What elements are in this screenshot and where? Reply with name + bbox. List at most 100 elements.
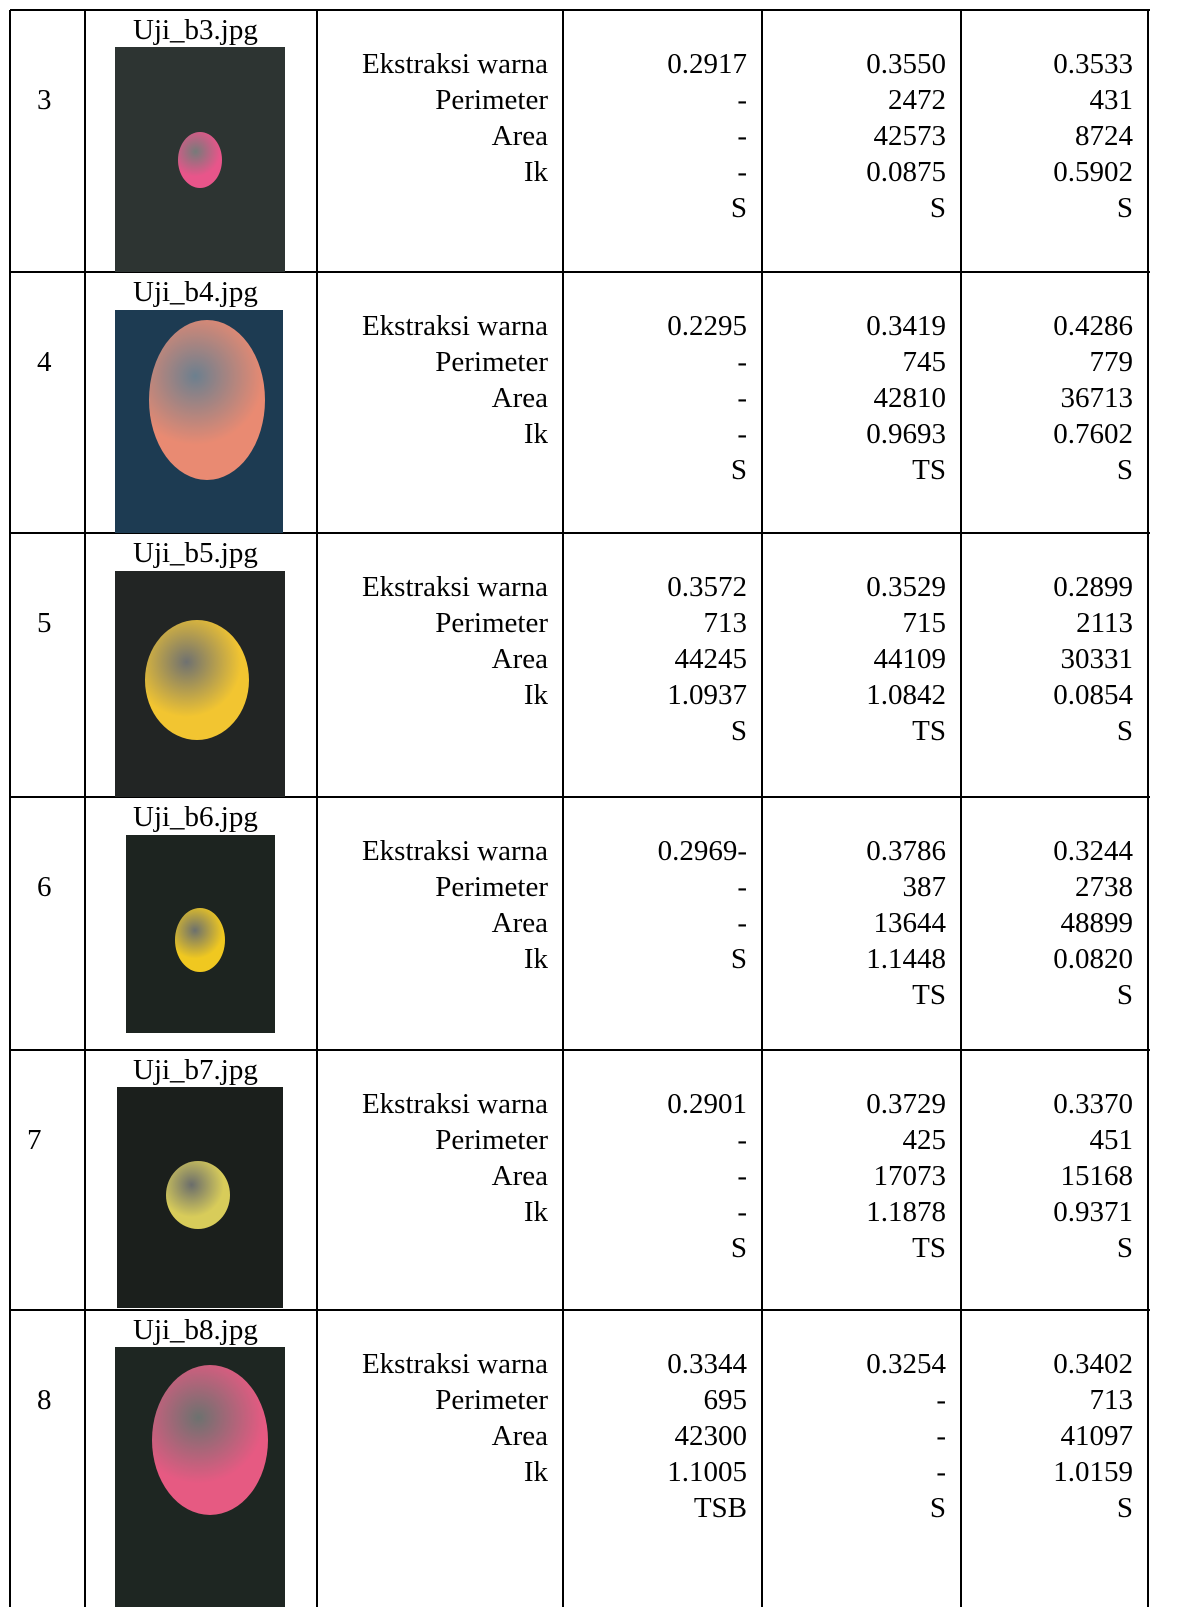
value: - <box>737 346 747 378</box>
value: S <box>730 943 747 975</box>
value: 0.3550 <box>866 48 946 80</box>
value: 0.3254 <box>866 1348 946 1380</box>
feature-label: Perimeter <box>435 1124 548 1156</box>
value: - <box>936 1384 946 1416</box>
value: 2472 <box>888 84 946 116</box>
value: TSB <box>693 1492 747 1524</box>
value: 425 <box>902 1124 947 1156</box>
value: 44109 <box>873 643 947 675</box>
value: 2738 <box>1075 871 1133 903</box>
value: 431 <box>1089 84 1134 116</box>
feature-label: Ik <box>523 418 548 450</box>
value: - <box>737 1124 747 1156</box>
row-border <box>10 1309 1150 1311</box>
value: 1.0842 <box>866 679 946 711</box>
value: 0.2899 <box>1053 571 1133 603</box>
row-border <box>10 271 1150 273</box>
value: TS <box>912 979 946 1011</box>
value: 1.1878 <box>866 1196 946 1228</box>
row-border <box>10 532 1150 534</box>
row-border <box>10 9 1150 11</box>
value: 42810 <box>873 382 947 414</box>
balloon <box>166 1161 230 1229</box>
feature-label: Ik <box>523 156 548 188</box>
value: S <box>730 715 747 747</box>
value: 0.3529 <box>866 571 946 603</box>
value: TS <box>912 1232 946 1264</box>
row-number: 7 <box>27 1124 42 1156</box>
value: 0.3419 <box>866 310 946 342</box>
value: 0.3786 <box>866 835 946 867</box>
value: 779 <box>1089 346 1134 378</box>
value: 451 <box>1089 1124 1134 1156</box>
value: 0.3729 <box>866 1088 946 1120</box>
column-border <box>9 10 11 1607</box>
value: 387 <box>902 871 947 903</box>
value: S <box>730 1232 747 1264</box>
value: 0.2917 <box>667 48 747 80</box>
row-border <box>10 1049 1150 1051</box>
column-border <box>1147 10 1149 1607</box>
value: S <box>1116 1492 1133 1524</box>
column-border <box>316 10 318 1607</box>
value: - <box>936 1456 946 1488</box>
value: 0.7602 <box>1053 418 1133 450</box>
value: S <box>929 1492 946 1524</box>
image-label: Uji_b5.jpg <box>133 537 258 569</box>
value: 8724 <box>1075 120 1133 152</box>
value: 0.9693 <box>866 418 946 450</box>
value: 0.3533 <box>1053 48 1133 80</box>
value: 0.4286 <box>1053 310 1133 342</box>
value: S <box>929 192 946 224</box>
value: 0.0875 <box>866 156 946 188</box>
value: 0.2901 <box>667 1088 747 1120</box>
column-border <box>960 10 962 1607</box>
column-border <box>84 10 86 1607</box>
value: TS <box>912 454 946 486</box>
column-border <box>562 10 564 1607</box>
value: 0.3370 <box>1053 1088 1133 1120</box>
value: 48899 <box>1060 907 1134 939</box>
feature-label: Ekstraksi warna <box>361 1348 548 1380</box>
feature-label: Ekstraksi warna <box>361 1088 548 1120</box>
feature-label: Area <box>491 1420 548 1452</box>
row-border <box>10 796 1150 798</box>
row-number: 3 <box>37 84 52 116</box>
image-label: Uji_b6.jpg <box>133 801 258 833</box>
value: 1.0159 <box>1053 1456 1133 1488</box>
value: 44245 <box>674 643 748 675</box>
value: - <box>737 120 747 152</box>
balloon <box>152 1365 268 1515</box>
value: 42573 <box>873 120 947 152</box>
image-label: Uji_b7.jpg <box>133 1054 258 1086</box>
feature-label: Perimeter <box>435 84 548 116</box>
value: - <box>737 871 747 903</box>
balloon <box>145 620 249 740</box>
value: 30331 <box>1060 643 1134 675</box>
feature-label: Ekstraksi warna <box>361 48 548 80</box>
row-number: 8 <box>37 1384 52 1416</box>
value: 0.3572 <box>667 571 747 603</box>
value: 715 <box>902 607 947 639</box>
value: 713 <box>703 607 748 639</box>
column-border <box>761 10 763 1607</box>
feature-label: Ekstraksi warna <box>361 310 548 342</box>
feature-label: Ekstraksi warna <box>361 571 548 603</box>
value: S <box>1116 979 1133 1011</box>
photo <box>115 571 285 797</box>
value: S <box>1116 1232 1133 1264</box>
value: TS <box>912 715 946 747</box>
feature-label: Area <box>491 382 548 414</box>
feature-label: Perimeter <box>435 871 548 903</box>
value: S <box>1116 454 1133 486</box>
value: 0.3344 <box>667 1348 747 1380</box>
value: S <box>1116 192 1133 224</box>
feature-label: Ik <box>523 1456 548 1488</box>
photo <box>115 1347 285 1607</box>
value: 0.0854 <box>1053 679 1133 711</box>
photo <box>115 47 285 272</box>
value: 41097 <box>1060 1420 1134 1452</box>
value: - <box>936 1420 946 1452</box>
value: 17073 <box>873 1160 947 1192</box>
